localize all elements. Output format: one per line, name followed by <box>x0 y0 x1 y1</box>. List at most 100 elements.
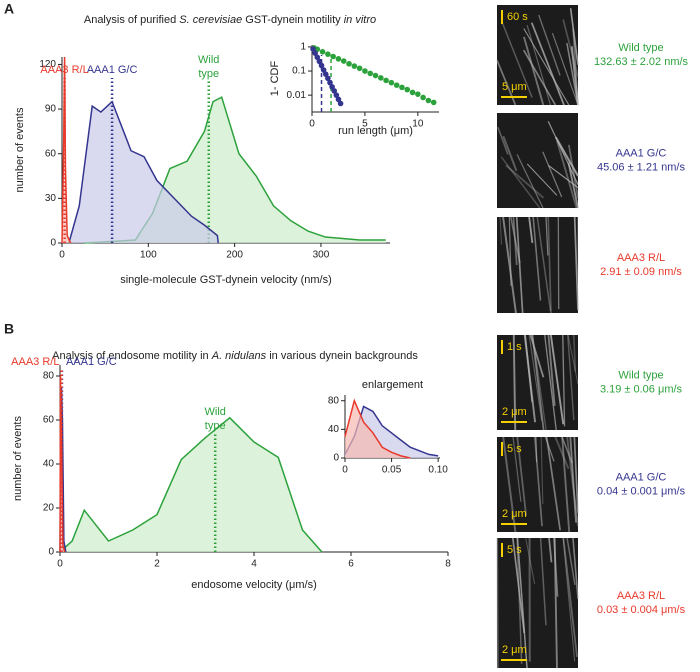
kymograph-streak <box>566 436 579 527</box>
kymograph-streak <box>540 436 544 504</box>
panel-title: Analysis of purified S. cerevisiae GST-d… <box>84 14 376 26</box>
point <box>335 96 342 103</box>
point <box>337 100 344 107</box>
kymograph-streak <box>576 216 579 277</box>
kymograph-streak <box>566 42 579 106</box>
area <box>345 400 411 458</box>
kymograph-streak <box>572 537 579 600</box>
area <box>60 417 322 552</box>
point <box>430 99 437 106</box>
point <box>325 75 331 82</box>
kymograph-streak <box>554 136 579 177</box>
kymograph-streak <box>548 537 553 563</box>
x-axis-label: endosome velocity (μm/s) <box>191 579 317 591</box>
kymograph-streak <box>572 334 577 372</box>
kymograph-streak <box>508 216 512 286</box>
kymograph-streak <box>545 216 549 256</box>
point <box>351 63 358 69</box>
kymograph-streak <box>512 436 522 502</box>
y-axis-label: 1- CDF <box>269 61 281 97</box>
series-label: Wild <box>198 54 219 66</box>
x-tick-label: 100 <box>140 250 157 261</box>
series-label: type <box>205 420 226 432</box>
y-axis-label: number of events <box>12 416 24 501</box>
title-part: Analysis of endosome motility in <box>52 350 212 362</box>
y-tick-label: 0 <box>50 238 56 249</box>
point <box>310 46 316 52</box>
point <box>372 72 379 79</box>
kymograph-label: Wild type <box>618 369 663 381</box>
kymograph-streak <box>551 32 579 106</box>
kymograph-streak <box>544 334 557 431</box>
time-scale-label: 1 s <box>507 341 522 353</box>
kymograph-streak <box>516 154 544 209</box>
kymograph <box>497 5 578 105</box>
y-tick-label: 60 <box>45 148 57 159</box>
kymograph-streak <box>573 216 579 311</box>
point <box>319 48 326 55</box>
kymograph-streak <box>566 537 576 586</box>
kymograph-streak <box>496 537 499 669</box>
kymograph-streak <box>554 436 570 470</box>
kymograph-streak <box>497 126 509 155</box>
kymograph-streak <box>539 537 547 626</box>
y-tick-label: 0 <box>48 547 54 558</box>
kymograph-streak <box>505 164 545 199</box>
point <box>340 58 347 64</box>
kymograph-streak <box>547 120 579 185</box>
kymograph-streak <box>572 28 579 106</box>
space-scale-label: 2 μm <box>502 406 527 418</box>
panel-letter: B <box>4 321 14 337</box>
kymograph-streak <box>526 163 558 196</box>
point <box>399 84 405 91</box>
kymograph-label: 0.03 ± 0.004 μm/s <box>597 604 686 616</box>
x-tick-label: 4 <box>251 559 257 570</box>
x-tick-label: 5 <box>362 119 368 130</box>
kymograph-streak <box>547 334 556 406</box>
kymograph-streak <box>547 216 552 314</box>
x-tick-label: 300 <box>313 250 330 261</box>
point <box>356 65 363 72</box>
area <box>68 101 219 243</box>
y-tick-label: 120 <box>39 59 56 70</box>
y-tick-label: 1 <box>300 42 306 53</box>
point <box>331 88 338 94</box>
title-part: Analysis of purified <box>84 14 179 26</box>
point <box>367 70 374 77</box>
line <box>83 96 386 244</box>
kymograph-streak <box>523 334 537 423</box>
line <box>344 398 411 459</box>
kymograph-streak <box>535 436 538 463</box>
kymograph-streak <box>510 216 521 264</box>
x-tick-label: 0.10 <box>428 465 448 476</box>
kymograph-streak <box>528 216 534 243</box>
kymograph-streak <box>525 537 536 585</box>
space-scale-label: 2 μm <box>502 644 527 656</box>
kymograph-label: 45.06 ± 1.21 nm/s <box>597 161 685 173</box>
series-label: AAA1 G/C <box>87 64 138 76</box>
chart-title: enlargement <box>362 379 423 391</box>
kymograph-streak <box>530 22 565 106</box>
kymograph-label: 0.04 ± 0.001 μm/s <box>597 485 686 497</box>
kymograph-streak <box>502 216 517 314</box>
kymograph-streak <box>502 135 518 172</box>
point <box>393 82 400 88</box>
kymograph-label: AAA3 R/L <box>617 252 665 264</box>
point <box>420 94 426 101</box>
kymograph <box>497 437 578 532</box>
point <box>377 75 384 81</box>
kymograph-streak <box>573 436 579 513</box>
x-tick-label: 0 <box>57 559 63 570</box>
time-scale-label: 5 s <box>507 544 522 556</box>
kymograph-streak <box>516 537 523 664</box>
kymograph-streak <box>502 436 517 533</box>
line <box>68 100 219 244</box>
kymograph-streak <box>556 140 578 209</box>
kymograph-streak <box>561 436 571 533</box>
time-scale-label: 5 s <box>507 443 522 455</box>
panel-title: Analysis of endosome motility in A. nidu… <box>52 350 418 362</box>
kymograph-streak <box>522 49 557 106</box>
x-tick-label: 10 <box>412 119 424 130</box>
y-tick-label: 0.01 <box>287 90 307 101</box>
